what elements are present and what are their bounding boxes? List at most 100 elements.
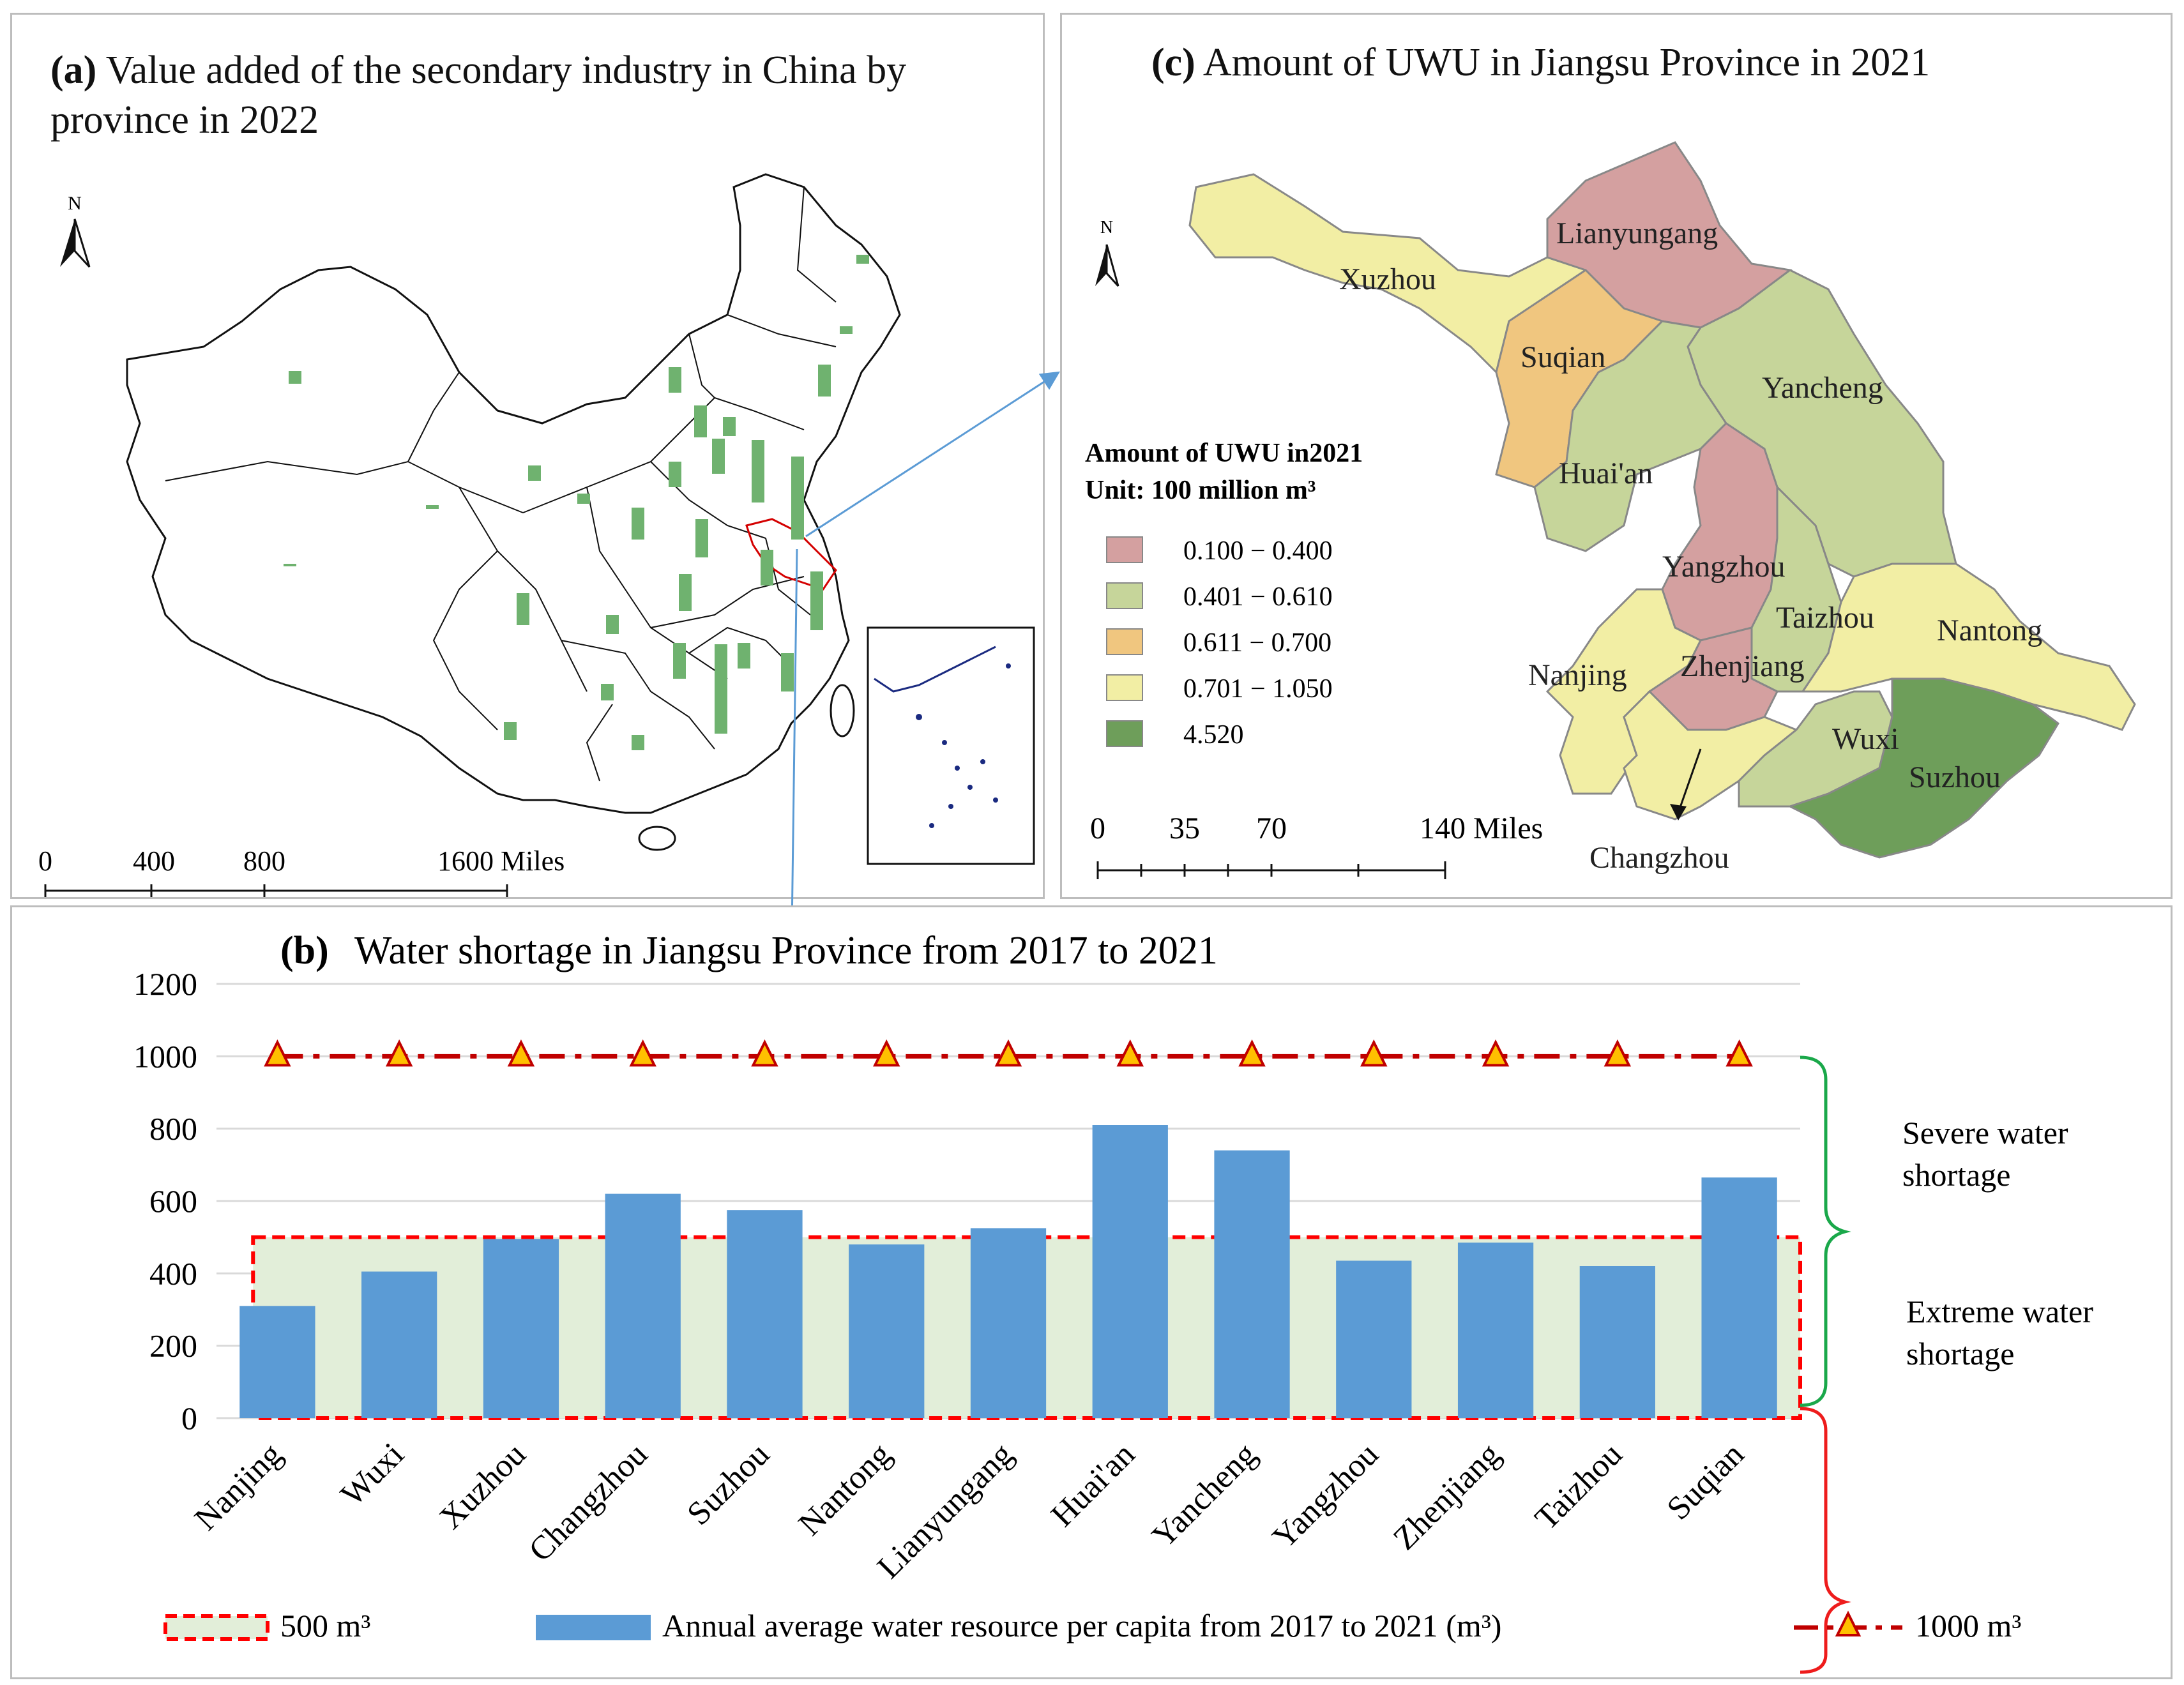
region-huaian [1533,320,1727,552]
bar-wuxi [361,1271,437,1418]
legend-bars-swatch [536,1615,651,1640]
threshold-marker [1725,1039,1753,1067]
threshold-marker [1238,1039,1266,1067]
y-tick-label: 400 [149,1255,197,1291]
region-taizhou [1750,485,1842,693]
threshold-marker [507,1039,535,1067]
threshold-marker [385,1039,413,1067]
legend-swatch [1106,674,1143,701]
legend-swatch [1106,536,1143,563]
value-bar [694,405,707,437]
value-bar [752,440,764,502]
value-bar [695,519,708,557]
scale-label-0: 0 [38,845,52,877]
value-bar [669,367,681,393]
category-label: Huai'an [1044,1436,1142,1534]
threshold-marker [872,1039,900,1067]
value-bar [723,417,736,436]
legend-title-2: Unit: 100 million m³ [1085,476,1316,505]
scale-label-0: 0 [1090,812,1105,845]
legend-1000-label: 1000 m³ [1915,1608,2021,1643]
legend-label: 0.401 − 0.610 [1183,582,1333,612]
city-label-lianyungang: Lianyungang [1556,216,1718,250]
value-bar [504,722,517,740]
chart-title: Water shortage in Jiangsu Province from … [354,929,1218,972]
scale-bar [44,884,508,897]
panel-a-title-text: Value added of the secondary industry in… [50,49,907,142]
bar-yangzhou [1336,1260,1412,1418]
city-label-xuzhou: Xuzhou [1339,262,1436,296]
panel-c-title: (c) Amount of UWU in Jiangsu Province in… [1151,38,2148,87]
category-label: Yangzhou [1266,1436,1386,1556]
region-suzhou [1787,677,2059,859]
panel-b-label: (b) [280,929,329,972]
bar-xuzhou [483,1239,559,1418]
region-nantong [1801,563,2136,731]
panel-c-title-text: Amount of UWU in Jiangsu Province in 202… [1202,41,1930,84]
legend-500-swatch [163,1614,269,1641]
category-label: Nanjing [188,1436,289,1538]
value-bar [606,615,619,634]
panel-a-title: (a) Value added of the secondary industr… [50,45,1008,145]
severe-label-line2: shortage [1902,1157,2010,1193]
value-bar [517,593,529,625]
y-tick-label: 0 [181,1400,197,1436]
value-bar [715,644,727,734]
city-label-suqian: Suqian [1520,340,1605,374]
hainan-island [638,826,676,851]
value-bar [632,508,644,540]
panel-a-label: (a) [50,49,97,92]
city-label-nanjing: Nanjing [1528,658,1627,692]
threshold-marker [1360,1039,1388,1067]
panel-c-label: (c) [1151,41,1195,84]
city-label-changzhou: Changzhou [1589,841,1729,875]
city-label-yangzhou: Yangzhou [1662,550,1785,584]
threshold-marker [629,1039,656,1067]
scale-label-70: 70 [1256,812,1287,845]
scale-bar [1096,861,1446,879]
city-label-taizhou: Taizhou [1776,601,1874,635]
bar-huaian [1092,1125,1168,1418]
bar-taizhou [1579,1266,1655,1418]
category-label: Changzhou [522,1436,655,1569]
threshold-marker [994,1039,1022,1067]
bar-yancheng [1214,1150,1290,1418]
category-label: Yancheng [1145,1436,1264,1555]
category-label: Nantong [792,1436,899,1543]
extreme-brace [1800,1407,1851,1674]
bar-zhenjiang [1457,1243,1534,1418]
region-changzhou [1623,690,1798,820]
y-tick-label: 1000 [133,1038,197,1074]
panel-a-china-map: (a) Value added of the secondary industr… [10,13,1045,899]
value-bar [781,653,794,691]
value-bar [679,574,692,611]
north-arrow-icon [60,218,91,268]
scale-label-800: 800 [243,845,285,877]
legend-swatches [1106,536,1143,747]
north-label: N [1100,218,1113,238]
scale-label-400: 400 [133,845,175,877]
city-label-nantong: Nantong [1937,614,2042,647]
bar-suqian [1701,1177,1777,1418]
bar-nanjing [239,1306,315,1418]
value-bar [738,643,750,669]
north-label: N [68,193,82,214]
jiangsu-regions [1188,141,2136,859]
panel-c-jiangsu-map: (c) Amount of UWU in Jiangsu Province in… [1060,13,2173,899]
bar-nantong [849,1244,925,1418]
value-bar [528,465,541,481]
category-label: Suqian [1660,1436,1751,1527]
taiwan-island [830,684,855,737]
category-label: Zhenjiang [1386,1436,1507,1557]
category-label: Suzhou [680,1436,777,1532]
legend-labels: 0.100 − 0.400 0.401 − 0.610 0.611 − 0.70… [1183,536,1333,750]
city-label-huaian: Huai'an [1559,457,1653,490]
south-china-sea-inset [867,626,1035,865]
value-bar [673,643,686,679]
value-bar [712,439,725,474]
legend-label: 0.611 − 0.700 [1183,628,1331,658]
city-label-suzhou: Suzhou [1909,760,2001,794]
value-bar [577,494,590,504]
bar-chart: (b) Water shortage in Jiangsu Province f… [133,929,2093,1674]
